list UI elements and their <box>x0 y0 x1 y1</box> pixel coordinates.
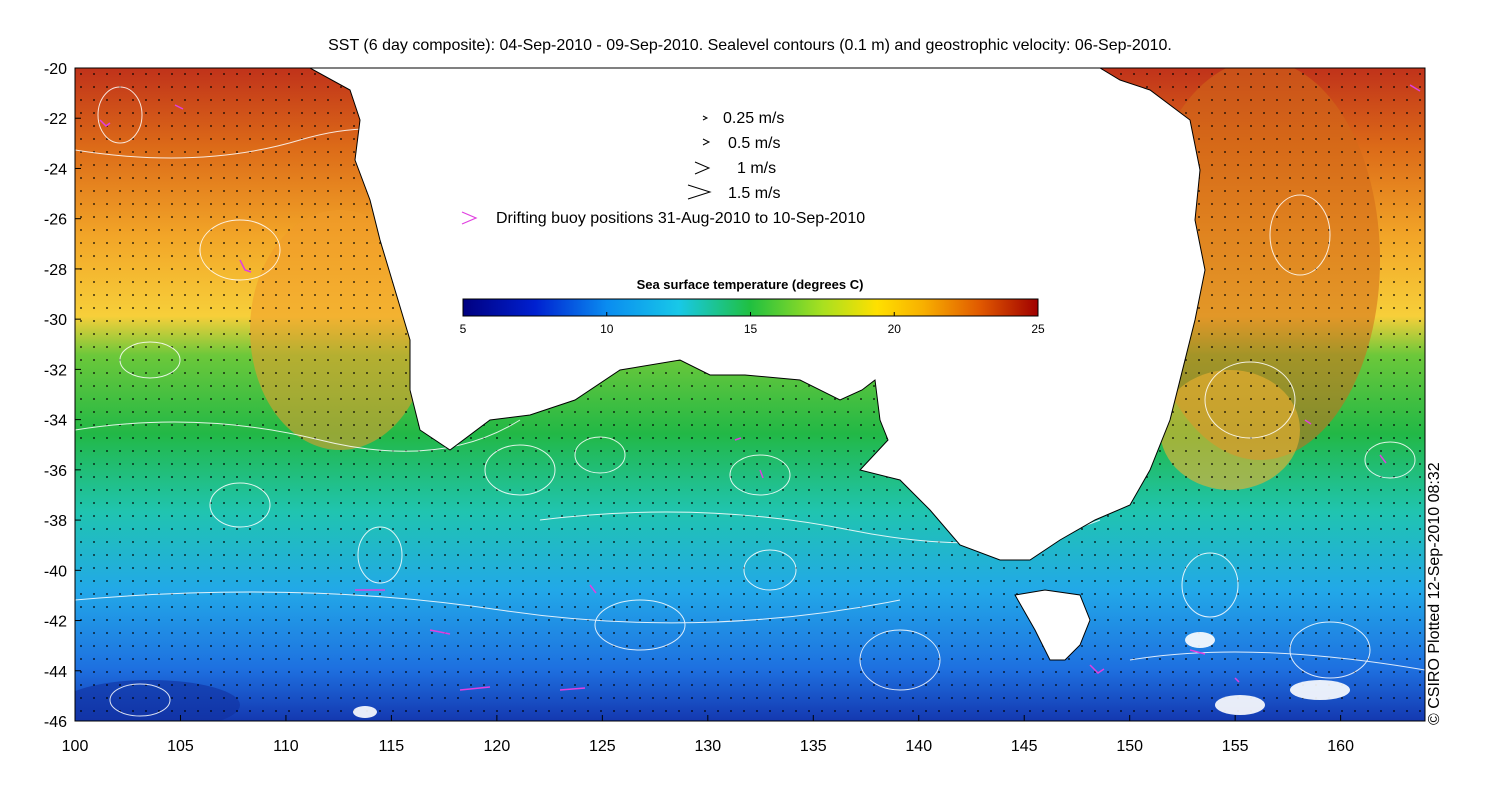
tasmania-landmass <box>1014 589 1091 661</box>
x-tick-label: 100 <box>62 738 89 755</box>
buoy-tracks <box>99 84 1421 691</box>
legend-vel-0: 0.25 m/s <box>723 110 784 127</box>
y-tick-label: -30 <box>44 312 67 329</box>
y-tick-label: -26 <box>44 212 67 229</box>
sst-colorbar: Sea surface temperature (degrees C) 5 10 1… <box>460 277 1045 336</box>
colorbar-tick-label: 25 <box>1031 322 1045 336</box>
legend-buoy: Drifting buoy positions 31-Aug-2010 to 1… <box>496 210 865 227</box>
x-tick-label: 130 <box>694 738 721 755</box>
x-tick-label: 135 <box>800 738 827 755</box>
legend-vel-2: 1 m/s <box>737 160 776 177</box>
arrow-0.5-icon <box>702 138 711 146</box>
x-tick-label: 145 <box>1011 738 1038 755</box>
y-tick-label: -20 <box>44 61 67 78</box>
y-tick-label: -24 <box>44 161 67 178</box>
y-tick-label: -32 <box>44 362 67 379</box>
x-tick-label: 110 <box>273 738 299 755</box>
colorbar-tick-label: 15 <box>744 322 758 336</box>
y-tick-label: -36 <box>44 463 67 480</box>
x-tick-label: 125 <box>589 738 616 755</box>
velocity-legend: 0.25 m/s 0.5 m/s 1 m/s 1.5 m/s Drifting … <box>461 110 865 227</box>
y-tick-label: -42 <box>44 614 67 631</box>
x-tick-label: 120 <box>484 738 511 755</box>
colorbar-tick-label: 10 <box>600 322 614 336</box>
x-tick-label: 155 <box>1222 738 1249 755</box>
y-tick-label: -28 <box>44 262 67 279</box>
y-tick-label: -44 <box>44 664 67 681</box>
x-tick-label: 115 <box>379 738 405 755</box>
colorbar-tick-label: 5 <box>460 322 467 336</box>
copyright-credit: © CSIRO Plotted 12-Sep-2010 08:32 <box>1426 462 1443 725</box>
y-tick-label: -46 <box>44 714 67 731</box>
legend-vel-3: 1.5 m/s <box>728 185 780 202</box>
legend-vel-1: 0.5 m/s <box>728 135 780 152</box>
arrow-1.5-icon <box>687 184 712 200</box>
arrow-0.25-icon <box>702 115 709 121</box>
colorbar-tick-label: 20 <box>888 322 902 336</box>
x-tick-label: 105 <box>167 738 194 755</box>
y-tick-label: -34 <box>44 413 67 430</box>
x-tick-label: 160 <box>1327 738 1354 755</box>
y-tick-label: -22 <box>44 111 67 128</box>
y-axis: -20 -22 -24 -26 -28 -30 -32 -34 -36 -38 -40 -42 -44 -… <box>44 61 81 731</box>
map-title: SST (6 day composite): 04-Sep-2010 - 09-… <box>328 37 1172 54</box>
plot-frame <box>74 67 1426 722</box>
y-tick-label: -40 <box>44 563 67 580</box>
x-tick-label: 150 <box>1116 738 1143 755</box>
x-axis: 100 105 110 115 120 125 130 135 140 145 150 155 160 <box>62 715 1354 755</box>
x-tick-label: 140 <box>905 738 932 755</box>
arrow-1-icon <box>694 161 711 175</box>
y-tick-label: -38 <box>44 513 67 530</box>
buoy-marker-icon <box>461 211 478 225</box>
colorbar-title: Sea surface temperature (degrees C) <box>637 277 864 292</box>
missing-data-patches <box>353 632 1350 718</box>
